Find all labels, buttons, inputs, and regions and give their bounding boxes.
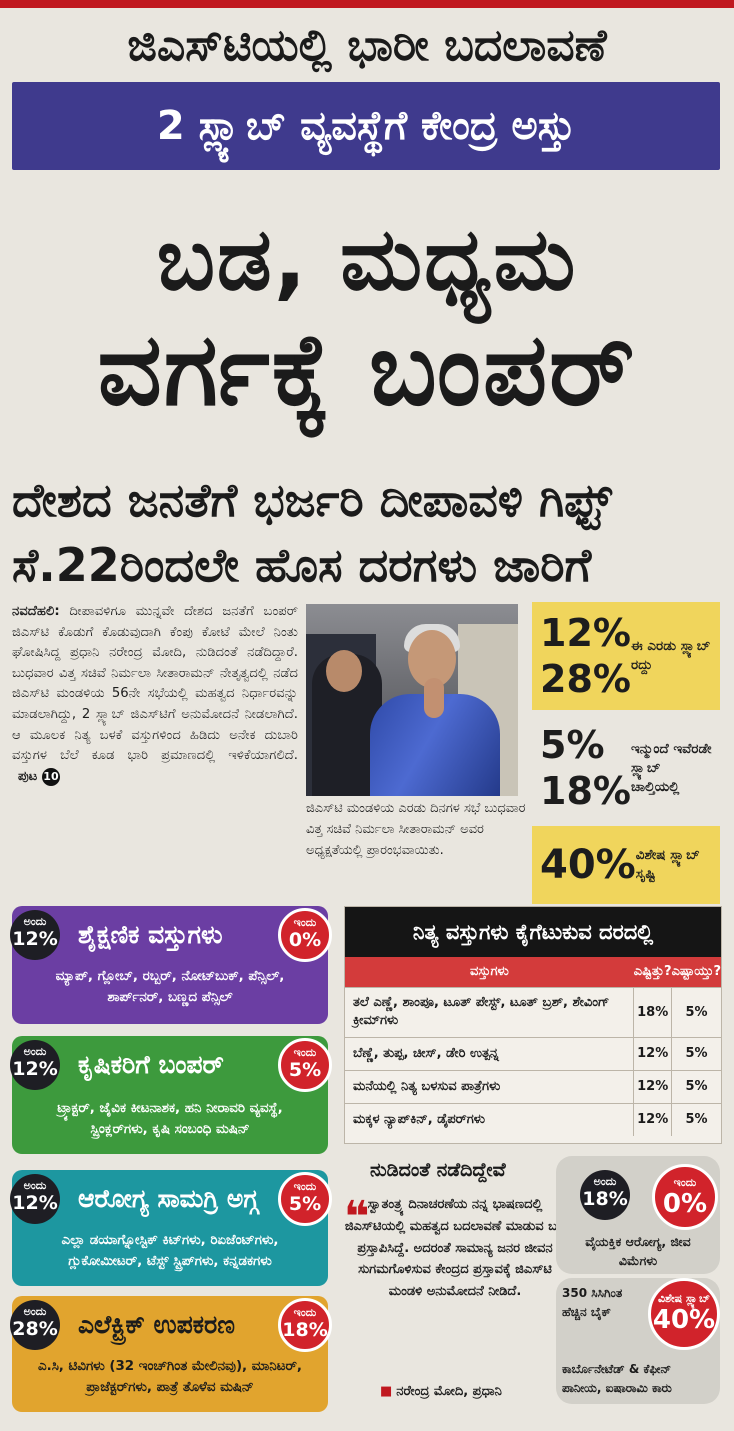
page-reference[interactable]: ಪುಟ 10: [18, 767, 60, 788]
quote-mark-icon: ❝: [344, 1192, 370, 1243]
kicker-headline: ಜಿಎಸ್‌ಟಿಯಲ್ಲಿ ಭಾರೀ ಬದಲಾವಣೆ: [127, 20, 607, 71]
column-header: ಎಷ್ಟಾಯ್ತು?: [671, 957, 721, 987]
column-header: ವಸ್ತುಗಳು: [345, 957, 634, 987]
photo-caption: ಜಿಎಸ್‌ಟಿ ಮಂಡಳಿಯ ಎರಡು ದಿನಗಳ ಸಭೆ ಬುಧವಾರ ವಿ…: [306, 801, 526, 858]
table-row: ಬೆಣ್ಣೆ, ತುಪ್ಪ, ಚೀಸ್, ಡೇರಿ ಉತ್ಪನ್ನ 12% 5%: [345, 1036, 721, 1070]
slab-rate: 5%: [540, 723, 605, 767]
category-card-health: ಅಂದು 12% ಆರೋಗ್ಯ ಸಾಮಗ್ರಿ ಅಗ್ಗ ಇಂದು 5% ಎಲ್…: [10, 1170, 332, 1286]
slab-note: ವಿಶೇಷ ಸ್ಲ್ಯಾಬ್ ಸೃಷ್ಟಿ: [635, 847, 700, 882]
insurance-text: ವೈಯಕ್ತಿಕ ಆರೋಗ್ಯ, ಜೀವ ವಿಮೆಗಳು: [585, 1234, 691, 1268]
story-text: ದೀಪಾವಳಿಗೂ ಮುನ್ನವೇ ದೇಶದ ಜನತೆಗೆ ಬಂಪರ್ ಜಿಎಸ…: [12, 604, 298, 764]
old-rate-badge: ಅಂದು 18%: [580, 1170, 630, 1220]
old-rate-badge: ಅಂದು 28%: [10, 1300, 60, 1350]
card-items: ಮ್ಯಾಪ್, ಗ್ಲೋಬ್, ರಬ್ಬರ್, ನೋಟ್‌ಬುಕ್, ಪೆನ್ಸ…: [55, 969, 285, 1005]
new-rate-badge: ಇಂದು 5%: [278, 1172, 332, 1226]
special-rate-badge: ವಿಶೇಷ ಸ್ಲ್ಯಾಬ್ 40%: [648, 1278, 720, 1350]
story-body: ನವದೆಹಲಿ: ದೀಪಾವಳಿಗೂ ಮುನ್ನವೇ ದೇಶದ ಜನತೆಗೆ ಬ…: [12, 602, 298, 898]
card-items: ಟ್ರ್ಯಾಕ್ಟರ್, ಜೈವಿಕ ಕೀಟನಾಶಕ, ಹನಿ ನೀರಾವರಿ …: [57, 1101, 283, 1137]
table-row: ಮಕ್ಕಳ ನ್ಯಾಪ್‌ಕಿನ್, ಡೈಪರ್‌ಗಳು 12% 5%: [345, 1102, 721, 1136]
category-card-education: ಅಂದು 12% ಶೈಕ್ಷಣಿಕ ವಸ್ತುಗಳು ಇಂದು 0% ಮ್ಯಾಪ…: [10, 906, 332, 1024]
column-header: ಎಷ್ಟಿತ್ತು?: [633, 957, 672, 987]
slab-rate: 28%: [540, 657, 631, 701]
quote-body: ಸ್ವಾತಂತ್ರ್ಯ ದಿನಾಚರಣೆಯ ನನ್ನ ಭಾಷಣದಲ್ಲಿ ಜಿಎ…: [344, 1197, 566, 1300]
table-title: ನಿತ್ಯ ವಸ್ತುಗಳು ಕೈಗೆಟುಕುವ ದರದಲ್ಲಿ: [345, 907, 721, 957]
card-items: ಎ.ಸಿ, ಟಿವಿಗಳು (32 ಇಂಚ್‌ಗಿಂತ ಮೇಲಿನವು), ಮಾ…: [38, 1359, 302, 1395]
subheadline-line2: ಸೆ.22ರಿಂದಲೇ ಹೊಸ ದರಗಳು ಜಾರಿಗೆ: [12, 538, 592, 592]
slab-panel-active: 5% 18% ಇನ್ಮುಂದೆ ಇವೆರಡೇ ಸ್ಲ್ಯಾಬ್ ಚಾಲ್ತಿಯಲ…: [532, 716, 720, 820]
card-title: ಎಲೆಕ್ಟ್ರಿಕ್ ಉಪಕರಣ: [78, 1310, 235, 1339]
luxury-box: 350 ಸಿಸಿಗಿಂತ ಹೆಚ್ಚಿನ ಬೈಕ್ ವಿಶೇಷ ಸ್ಲ್ಯಾಬ್…: [556, 1278, 720, 1404]
card-items: ಎಲ್ಲಾ ಡಯಾಗ್ನೋಸ್ಟಿಕ್ ಕಿಟ್‌ಗಳು, ರಿಏಜೆಂಟ್‌ಗ…: [61, 1233, 279, 1269]
old-rate-badge: ಅಂದು 12%: [10, 1040, 60, 1090]
slab-panel-removed: 12% 28% ಈ ಎರಡು ಸ್ಲ್ಯಾಬ್ ರದ್ದು: [532, 602, 720, 710]
sub-banner: 2 ಸ್ಲ್ಯಾಬ್ ವ್ಯವಸ್ಥೆಗೆ ಕೇಂದ್ರ ಅಸ್ತು: [12, 82, 720, 170]
slab-rate: 40%: [540, 842, 636, 888]
table-row: ಮನೆಯಲ್ಲಿ ನಿತ್ಯ ಬಳಸುವ ಪಾತ್ರೆಗಳು 12% 5%: [345, 1069, 721, 1103]
news-photo: [306, 604, 518, 796]
card-title: ಆರೋಗ್ಯ ಸಾಮಗ್ರಿ ಅಗ್ಗ: [78, 1184, 259, 1213]
old-rate-badge: ಅಂದು 12%: [10, 1174, 60, 1224]
rates-table: ನಿತ್ಯ ವಸ್ತುಗಳು ಕೈಗೆಟುಕುವ ದರದಲ್ಲಿ ವಸ್ತುಗಳ…: [344, 906, 722, 1144]
old-rate-badge: ಅಂದು 12%: [10, 910, 60, 960]
category-card-electric: ಅಂದು 28% ಎಲೆಕ್ಟ್ರಿಕ್ ಉಪಕರಣ ಇಂದು 18% ಎ.ಸಿ…: [10, 1296, 332, 1412]
dateline: ನವದೆಹಲಿ:: [12, 604, 60, 619]
new-rate-badge: ಇಂದು 0%: [278, 908, 332, 962]
slab-rate: 12%: [540, 611, 631, 655]
new-rate-badge: ಇಂದು 0%: [652, 1164, 718, 1230]
main-headline-line1: ಬಡ, ಮಧ್ಯಮ: [156, 210, 578, 310]
subheadline-line1: ದೇಶದ ಜನತೆಗೆ ಭರ್ಜರಿ ದೀಪಾವಳಿ ಗಿಫ್ಟ್: [12, 473, 612, 527]
page-ref-number: 10: [41, 767, 60, 786]
luxury-text-bottom: ಕಾರ್ಬೊನೇಟೆಡ್ & ಕೆಫೀನ್ ಪಾನೀಯ, ಐಷಾರಾಮಿ ಕಾರ…: [562, 1362, 672, 1395]
top-color-strip: [0, 0, 734, 8]
quote-attribution: ■ ನರೇಂದ್ರ ಮೋದಿ, ಪ್ರಧಾನಿ: [380, 1384, 502, 1399]
table-row: ತಲೆ ಎಣ್ಣೆ, ಶಾಂಪೂ, ಟೂತ್ ಪೇಸ್ಟ್, ಟೂತ್ ಬ್ರಶ…: [345, 986, 721, 1037]
category-card-agriculture: ಅಂದು 12% ಕೃಷಿಕರಿಗೆ ಬಂಪರ್ ಇಂದು 5% ಟ್ರ್ಯಾಕ…: [10, 1036, 332, 1154]
quote-title: ನುಡಿದಂತೆ ನಡೆದಿದ್ದೇವೆ: [370, 1159, 506, 1181]
slab-note: ಇನ್ಮುಂದೆ ಇವೆರಡೇ ಸ್ಲ್ಯಾಬ್ ಚಾಲ್ತಿಯಲ್ಲಿ: [630, 740, 712, 795]
bullet-icon: ■: [380, 1384, 393, 1399]
card-title: ಶೈಕ್ಷಣಿಕ ವಸ್ತುಗಳು: [78, 920, 223, 949]
insurance-box: ಅಂದು 18% ಇಂದು 0% ವೈಯಕ್ತಿಕ ಆರೋಗ್ಯ, ಜೀವ ವಿ…: [556, 1156, 720, 1274]
slab-note: ಈ ಎರಡು ಸ್ಲ್ಯಾಬ್ ರದ್ದು: [630, 638, 711, 673]
slab-panel-special: 40% ವಿಶೇಷ ಸ್ಲ್ಯಾಬ್ ಸೃಷ್ಟಿ: [532, 826, 720, 904]
new-rate-badge: ಇಂದು 5%: [278, 1038, 332, 1092]
new-rate-badge: ಇಂದು 18%: [278, 1298, 332, 1352]
slab-rate: 18%: [540, 769, 631, 813]
main-headline-line2: ವರ್ಗಕ್ಕೆ ಬಂಪರ್: [97, 311, 637, 428]
luxury-text-top: 350 ಸಿಸಿಗಿಂತ ಹೆಚ್ಚಿನ ಬೈಕ್: [562, 1286, 623, 1319]
page-ref-label: ಪುಟ: [18, 768, 38, 784]
card-title: ಕೃಷಿಕರಿಗೆ ಬಂಪರ್: [78, 1050, 224, 1079]
